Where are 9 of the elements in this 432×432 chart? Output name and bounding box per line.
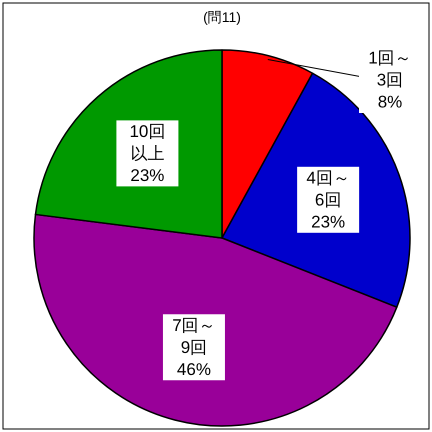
data-label: 8%: [378, 92, 402, 112]
data-label: 23%: [130, 166, 164, 185]
slice-label: 4回～6回: [306, 168, 350, 210]
slice-label: 1回～3回: [368, 48, 412, 90]
slice-label: 10回以上: [129, 122, 166, 163]
chart-title: (問11): [203, 9, 241, 25]
slice-label: 7回～9回: [172, 316, 216, 357]
data-label: 23%: [311, 212, 346, 232]
data-label: 46%: [176, 360, 211, 379]
